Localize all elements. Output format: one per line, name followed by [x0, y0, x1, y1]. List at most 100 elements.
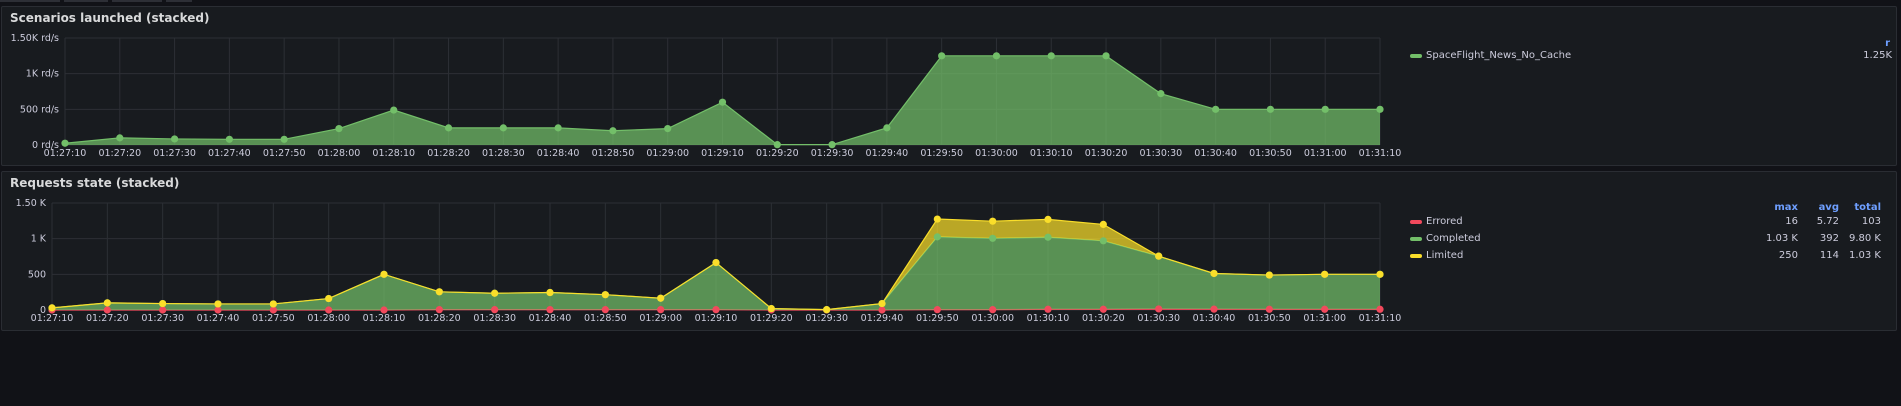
legend-item-limited[interactable]: Limited 250 114 1.03 K	[1402, 249, 1896, 263]
data-point-limited	[435, 288, 443, 296]
data-point-errored	[325, 306, 333, 314]
data-point-spaceflight-news-no-cache	[61, 139, 69, 147]
data-point-spaceflight-news-no-cache	[992, 52, 1001, 60]
data-point-completed	[933, 233, 941, 241]
legend-item-spaceflight[interactable]: SpaceFlight_News_No_Cache 1.25K	[1402, 49, 1896, 63]
data-point-spaceflight-news-no-cache	[664, 124, 672, 133]
x-tick-label: 01:29:10	[701, 148, 744, 159]
x-tick-label: 01:29:20	[750, 313, 793, 324]
x-tick-label: 01:29:00	[639, 313, 682, 324]
data-point-limited	[48, 304, 56, 312]
panel-title[interactable]: Requests state (stacked)	[10, 176, 180, 190]
x-tick-label: 01:30:50	[1248, 313, 1291, 324]
series-area-spaceflight-news-no-cache	[65, 55, 1380, 146]
legend-item-avg: 392	[1819, 233, 1839, 244]
data-point-completed	[1044, 233, 1052, 241]
x-tick-label: 01:28:50	[592, 148, 635, 159]
data-point-spaceflight-news-no-cache	[335, 124, 343, 133]
x-tick-label: 01:31:10	[1359, 313, 1402, 324]
data-point-spaceflight-news-no-cache	[280, 135, 288, 143]
panel-title[interactable]: Scenarios launched (stacked)	[10, 11, 210, 25]
y-tick-label: 500 rd/s	[20, 104, 59, 115]
x-tick-label: 01:27:20	[86, 313, 129, 324]
x-tick-label: 01:27:40	[208, 148, 251, 159]
x-tick-label: 01:31:10	[1359, 148, 1402, 159]
data-point-spaceflight-news-no-cache	[1212, 105, 1220, 113]
x-tick-label: 01:28:20	[427, 148, 470, 159]
data-point-completed	[1099, 237, 1107, 245]
data-point-errored	[269, 306, 277, 314]
data-point-errored	[491, 306, 499, 314]
x-tick-label: 01:27:40	[197, 313, 240, 324]
data-point-errored	[1099, 305, 1107, 313]
data-point-limited	[933, 215, 941, 223]
requests-state-chart: 0 500 1 K 1.50 K 01:27:10 01:27:20 01:27:30 01:…	[16, 198, 1402, 324]
data-point-errored	[1321, 305, 1329, 313]
data-point-spaceflight-news-no-cache	[773, 141, 781, 149]
data-point-limited	[1155, 252, 1163, 260]
legend-item-label: Completed	[1426, 233, 1481, 244]
x-tick-label: 01:27:10	[31, 313, 74, 324]
data-point-spaceflight-news-no-cache	[116, 134, 124, 142]
top-toolbar-remnant	[0, 0, 1901, 4]
data-point-limited	[159, 299, 167, 308]
data-point-spaceflight-news-no-cache	[609, 127, 617, 135]
series-area-completed	[52, 236, 1380, 310]
data-point-errored	[546, 306, 554, 314]
legend-header-total[interactable]: total	[1854, 202, 1881, 213]
data-point-errored	[159, 306, 167, 314]
data-point-limited	[103, 299, 111, 307]
data-point-spaceflight-news-no-cache	[1047, 52, 1055, 60]
data-point-limited	[989, 217, 997, 225]
x-tick-label: 01:29:10	[695, 313, 738, 324]
x-tick-label: 01:28:30	[482, 148, 525, 159]
legend-header-avg[interactable]: avg	[1818, 202, 1839, 213]
x-tick-label: 01:28:10	[372, 148, 415, 159]
data-point-limited	[1376, 270, 1384, 278]
x-tick-label: 01:28:00	[318, 148, 361, 159]
series-swatch-green	[1410, 54, 1422, 58]
data-point-limited	[1210, 269, 1218, 278]
series-swatch-green	[1410, 237, 1422, 241]
legend: max avg total Errored 16 5.72 103 Comple…	[1402, 172, 1896, 330]
legend-item-total: 9.80 K	[1848, 233, 1881, 244]
x-tick-label: 01:30:10	[1030, 148, 1073, 159]
x-tick-label: 01:29:50	[920, 148, 963, 159]
x-tick-label: 01:27:30	[141, 313, 184, 324]
legend-header-r[interactable]: r	[1885, 38, 1890, 49]
scenarios-launched-panel: Scenarios launched (stacked) 0 rd/s 500 r…	[1, 6, 1897, 166]
x-tick-label: 01:31:00	[1303, 313, 1346, 324]
data-point-errored	[601, 306, 609, 314]
scenarios-launched-chart: 0 rd/s 500 rd/s 1K rd/s 1.50K rd/s 01:27:10 0…	[11, 33, 1402, 159]
data-point-spaceflight-news-no-cache	[938, 52, 946, 60]
x-tick-label: 01:29:50	[916, 313, 959, 324]
x-tick-label: 01:29:30	[805, 313, 848, 324]
x-tick-label: 01:28:50	[584, 313, 627, 324]
x-tick-label: 01:28:30	[473, 313, 516, 324]
data-point-limited	[214, 300, 222, 308]
data-point-errored	[933, 306, 941, 314]
y-tick-label: 500	[28, 269, 46, 280]
data-point-spaceflight-news-no-cache	[225, 135, 233, 143]
x-tick-label: 01:30:00	[975, 148, 1018, 159]
y-tick-label: 1.50K rd/s	[11, 33, 59, 44]
legend-header-max[interactable]: max	[1774, 202, 1798, 213]
data-point-spaceflight-news-no-cache	[444, 124, 453, 132]
data-point-errored	[712, 306, 720, 314]
x-tick-label: 01:28:40	[529, 313, 572, 324]
data-point-completed	[989, 234, 997, 242]
legend-item-completed[interactable]: Completed 1.03 K 392 9.80 K	[1402, 232, 1896, 246]
data-point-errored	[989, 306, 997, 314]
legend-item-max: 16	[1785, 216, 1798, 227]
data-point-spaceflight-news-no-cache	[1321, 105, 1329, 113]
data-point-spaceflight-news-no-cache	[883, 124, 891, 132]
data-point-errored	[1044, 305, 1052, 313]
y-tick-label: 0	[40, 305, 46, 316]
x-tick-label: 01:27:50	[252, 313, 295, 324]
x-tick-label: 01:30:20	[1085, 148, 1128, 159]
data-point-spaceflight-news-no-cache	[1157, 90, 1165, 98]
series-swatch-red	[1410, 220, 1422, 224]
legend-item-errored[interactable]: Errored 16 5.72 103	[1402, 215, 1896, 229]
legend-item-label: Limited	[1426, 250, 1464, 261]
data-point-limited	[712, 258, 720, 267]
